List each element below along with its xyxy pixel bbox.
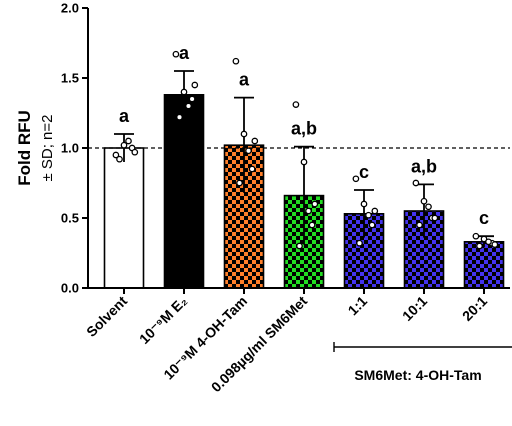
data-point (412, 179, 420, 187)
data-point (240, 130, 248, 138)
data-point (185, 102, 192, 110)
data-point (116, 155, 123, 163)
bar (463, 241, 505, 289)
bar (103, 147, 145, 289)
bar (403, 210, 445, 289)
data-point (188, 95, 196, 103)
chart-marks: a a a a,b c a,b c 0.0 0.5 1.0 1.5 2.0 Solvent 10⁻⁹M E… (61, 1, 512, 395)
data-point (491, 241, 499, 248)
significance-label: a (179, 43, 190, 63)
data-point (236, 179, 243, 187)
bar (163, 94, 205, 289)
data-point (180, 88, 188, 96)
x-tick-label: Solvent (83, 293, 130, 340)
data-point (485, 238, 492, 246)
group-label: SM6Met: 4-OH-Tam (354, 367, 481, 383)
data-point (296, 242, 303, 250)
data-point (431, 214, 439, 222)
data-point (308, 221, 316, 229)
data-point (476, 242, 483, 250)
data-point (472, 232, 480, 240)
data-point (176, 113, 183, 121)
data-point (368, 221, 376, 229)
significance-label: a,b (411, 156, 437, 176)
x-tick-label: 10:1 (399, 293, 430, 324)
y-tick-label: 1.0 (61, 141, 79, 156)
data-point (416, 221, 423, 229)
data-point (172, 50, 180, 58)
x-tick-label: 10⁻⁹M E₂ (136, 293, 190, 347)
data-point (311, 200, 319, 208)
data-point (120, 141, 128, 149)
data-point (425, 203, 432, 211)
significance-label: a (239, 70, 250, 90)
significance-label: a,b (291, 119, 317, 139)
data-point (292, 101, 300, 108)
data-point (112, 151, 120, 159)
data-point (420, 197, 428, 205)
y-tick-label: 0.5 (61, 211, 79, 226)
data-point (365, 211, 372, 219)
y-axis-subtitle: ± SD; n=2 (39, 114, 56, 181)
y-tick-label: 0.0 (61, 281, 79, 296)
y-axis-title: Fold RFU (15, 110, 34, 186)
data-point (371, 207, 379, 215)
data-point (248, 165, 256, 173)
y-tick-label: 2.0 (61, 1, 79, 16)
data-point (131, 148, 139, 156)
data-point (251, 137, 259, 145)
significance-label: c (479, 208, 489, 228)
data-point (300, 158, 308, 166)
data-point (232, 57, 240, 65)
data-point (356, 239, 363, 247)
significance-label: a (119, 106, 130, 126)
data-point (305, 207, 312, 215)
x-tick-label: 1:1 (344, 293, 370, 319)
data-point (352, 175, 360, 183)
y-tick-label: 1.5 (61, 71, 79, 86)
x-tick-label: 20:1 (459, 293, 490, 324)
data-point (245, 147, 252, 155)
data-point (191, 81, 199, 89)
significance-label: c (359, 162, 369, 182)
data-point (360, 200, 368, 208)
data-point (125, 137, 132, 145)
